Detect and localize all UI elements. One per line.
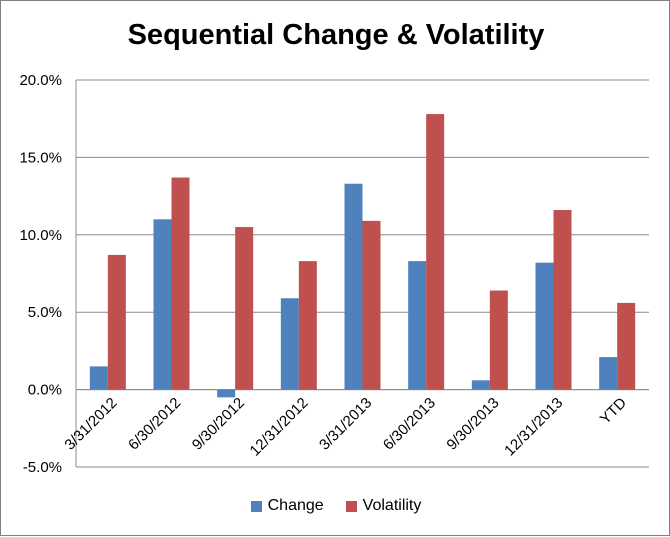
legend-label-volatility: Volatility — [362, 497, 422, 514]
bar-volatility — [426, 114, 445, 390]
bar-change — [280, 298, 299, 390]
bar-volatility — [617, 302, 636, 390]
bar-volatility — [298, 261, 317, 390]
bar-change — [89, 366, 108, 390]
y-tick-label: 20.0% — [19, 72, 62, 89]
bar-change — [217, 389, 236, 398]
x-tick-label: 12/31/2012 — [247, 394, 312, 459]
legend: Change Volatility — [1, 497, 670, 515]
bar-change — [344, 183, 363, 390]
bar-change — [535, 262, 554, 390]
x-tick-label: 3/31/2012 — [61, 394, 120, 453]
bar-change — [153, 219, 172, 390]
y-tick-label: 0.0% — [28, 382, 62, 399]
bar-volatility — [362, 220, 381, 390]
y-tick-label: 5.0% — [28, 304, 62, 321]
bar-volatility — [107, 254, 126, 390]
bar-change — [408, 261, 427, 390]
legend-item-volatility: Volatility — [345, 497, 422, 515]
legend-label-change: Change — [267, 497, 324, 514]
x-tick-label: 6/30/2012 — [125, 394, 184, 453]
x-tick-label: 12/31/2013 — [501, 394, 566, 459]
x-tick-label: 3/31/2013 — [316, 394, 375, 453]
chart-title: Sequential Change & Volatility — [127, 19, 545, 51]
legend-swatch-volatility — [345, 500, 357, 512]
x-tick-label: YTD — [597, 394, 630, 427]
legend-item-change: Change — [250, 497, 324, 515]
x-tick-label: 9/30/2012 — [189, 394, 248, 453]
bar-volatility — [235, 227, 254, 390]
y-tick-label: 15.0% — [19, 149, 62, 166]
bar-change — [599, 357, 618, 390]
bar-volatility — [489, 290, 508, 390]
bar-volatility — [553, 210, 572, 390]
bar-volatility — [171, 177, 190, 390]
bar-change — [471, 380, 490, 390]
y-tick-label: 10.0% — [19, 227, 62, 244]
y-tick-label: -5.0% — [23, 459, 62, 476]
legend-swatch-change — [250, 500, 262, 512]
x-tick-label: 6/30/2013 — [380, 394, 439, 453]
x-tick-label: 9/30/2013 — [443, 394, 502, 453]
